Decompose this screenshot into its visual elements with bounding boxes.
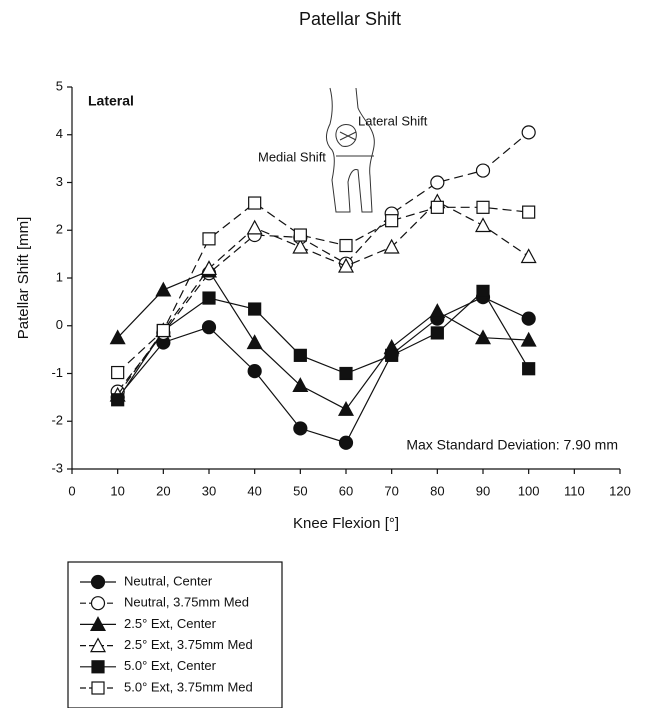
marker: [156, 323, 170, 338]
y-tick-label: 3: [56, 174, 63, 189]
marker: [430, 326, 444, 340]
x-tick-label: 80: [430, 483, 444, 498]
x-tick-label: 100: [518, 483, 540, 498]
knee-diagram: [326, 87, 375, 213]
x-tick-label: 0: [68, 483, 75, 498]
x-tick-label: 90: [476, 483, 490, 498]
chart-title: Patellar Shift: [299, 9, 401, 29]
y-tick-label: 0: [56, 317, 63, 332]
marker: [109, 329, 126, 345]
series-line: [117, 290, 530, 401]
y-axis-label: Patellar Shift [mm]: [15, 217, 32, 340]
marker: [89, 637, 107, 653]
x-tick-label: 50: [293, 483, 307, 498]
marker: [521, 311, 536, 326]
marker: [429, 303, 446, 319]
x-tick-label: 20: [156, 483, 170, 498]
annotation: Max Standard Deviation: 7.90 mm: [406, 437, 618, 453]
marker: [522, 362, 536, 376]
legend-item: Neutral, Center: [80, 573, 213, 590]
x-tick-label: 30: [202, 483, 216, 498]
marker: [293, 228, 307, 242]
marker: [202, 291, 216, 305]
marker: [383, 238, 400, 254]
marker: [246, 219, 263, 235]
marker: [474, 329, 492, 345]
marker: [111, 365, 125, 380]
series-line: [117, 296, 529, 444]
series-line: [117, 270, 529, 411]
marker: [337, 401, 355, 416]
marker: [155, 281, 172, 297]
legend-label: 2.5° Ext, 3.75mm Med: [124, 637, 253, 652]
marker: [292, 377, 309, 393]
marker: [246, 334, 263, 350]
marker: [293, 421, 308, 436]
legend-item: 2.5° Ext, 3.75mm Med: [80, 637, 253, 653]
x-tick-label: 40: [247, 483, 261, 498]
marker: [91, 681, 105, 695]
marker: [201, 320, 217, 335]
y-tick-label: 5: [56, 78, 63, 93]
marker: [430, 200, 444, 214]
marker: [385, 214, 399, 228]
y-tick-label: 2: [56, 222, 63, 237]
marker: [476, 200, 490, 214]
x-tick-label: 110: [564, 483, 585, 498]
y-tick-label: -1: [51, 365, 63, 380]
marker: [200, 260, 218, 276]
series-line: [117, 200, 530, 396]
marker: [474, 217, 492, 233]
marker: [476, 284, 490, 298]
legend-label: 5.0° Ext, 3.75mm Med: [124, 679, 253, 694]
marker: [90, 574, 106, 590]
annotation: Lateral: [88, 93, 134, 109]
marker: [385, 348, 399, 362]
marker: [430, 175, 445, 190]
marker: [522, 205, 536, 219]
legend-label: 5.0° Ext, Center: [124, 658, 217, 673]
marker: [111, 393, 125, 407]
legend-label: Neutral, Center: [124, 573, 213, 588]
series-line: [117, 131, 530, 393]
legend-item: Neutral, 3.75mm Med: [80, 595, 249, 611]
marker: [475, 163, 491, 178]
marker: [338, 435, 354, 450]
x-axis-label: Knee Flexion [°]: [293, 515, 399, 532]
legend-label: 2.5° Ext, Center: [124, 616, 217, 631]
marker: [248, 302, 262, 316]
marker: [339, 366, 353, 381]
series-line: [117, 202, 529, 373]
marker: [91, 660, 105, 674]
marker: [337, 257, 355, 273]
legend-item: 5.0° Ext, Center: [80, 658, 217, 674]
marker: [520, 248, 537, 264]
x-tick-label: 60: [339, 483, 353, 498]
annotation: Lateral Shift: [358, 113, 428, 128]
x-tick-label: 120: [609, 483, 631, 498]
marker: [90, 596, 106, 611]
marker: [339, 238, 353, 253]
legend-label: Neutral, 3.75mm Med: [124, 595, 249, 610]
y-tick-label: -3: [51, 460, 63, 475]
marker: [292, 238, 309, 254]
legend-item: 5.0° Ext, 3.75mm Med: [80, 679, 253, 695]
marker: [521, 125, 536, 140]
legend-box: [67, 561, 283, 708]
marker: [247, 364, 262, 379]
y-tick-label: 1: [56, 269, 63, 284]
x-tick-label: 70: [384, 483, 398, 498]
legend-item: 2.5° Ext, Center: [80, 616, 217, 632]
x-tick-label: 10: [110, 483, 124, 498]
marker: [520, 331, 537, 347]
marker: [202, 232, 216, 246]
marker: [248, 196, 262, 210]
marker: [293, 348, 307, 362]
y-tick-label: -2: [51, 413, 63, 428]
y-tick-label: 4: [56, 126, 63, 141]
annotation: Medial Shift: [258, 149, 326, 164]
marker: [89, 616, 107, 632]
